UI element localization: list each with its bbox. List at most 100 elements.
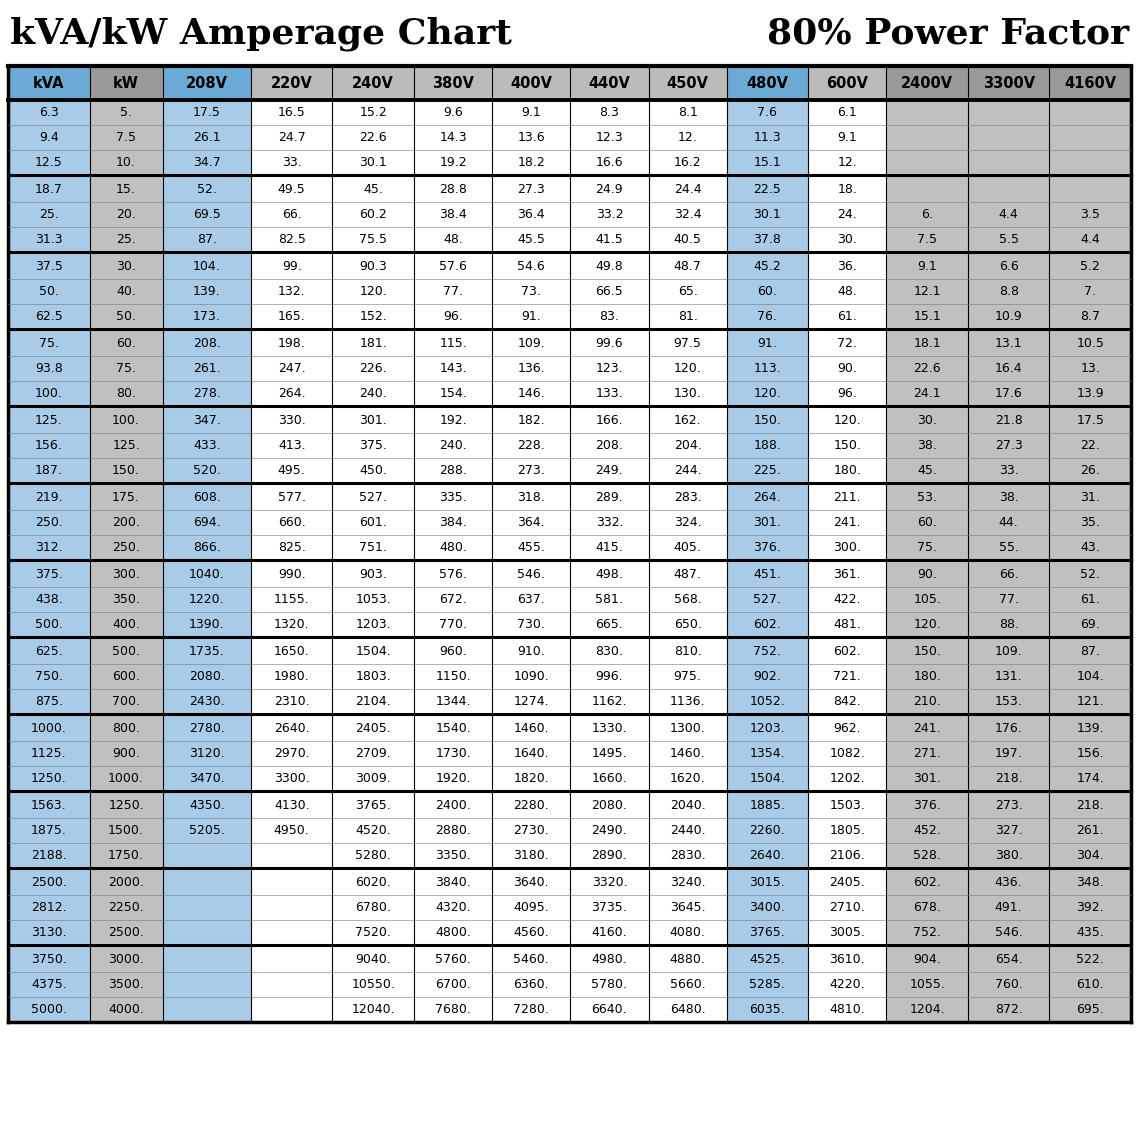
Bar (163, 177, 251, 202)
Text: 16.5: 16.5 (278, 106, 305, 119)
Bar (886, 381, 968, 406)
Text: 104.: 104. (1076, 670, 1104, 683)
Text: 156.: 156. (35, 439, 63, 453)
Bar (492, 100, 571, 125)
Bar (90, 150, 163, 175)
Text: 750.: 750. (35, 670, 63, 683)
Text: 1125.: 1125. (31, 747, 66, 760)
Text: 875.: 875. (35, 695, 63, 708)
Text: 24.: 24. (837, 208, 858, 221)
Bar (968, 664, 1049, 689)
Bar (727, 100, 809, 125)
Text: 12.5: 12.5 (35, 156, 63, 169)
Text: 34.7: 34.7 (192, 156, 221, 169)
Bar (492, 818, 571, 843)
Text: 48.: 48. (837, 285, 858, 298)
Text: 3015.: 3015. (749, 875, 785, 889)
Text: 500.: 500. (112, 645, 140, 658)
Text: 273.: 273. (994, 799, 1023, 812)
Text: 211.: 211. (834, 491, 861, 504)
Text: 2640.: 2640. (273, 722, 310, 735)
Bar (886, 639, 968, 664)
Text: 487.: 487. (673, 568, 702, 581)
Text: 136.: 136. (517, 362, 546, 375)
Bar (886, 587, 968, 612)
Bar (333, 972, 415, 997)
Text: 208.: 208. (192, 337, 221, 350)
Text: 38.4: 38.4 (440, 208, 467, 221)
Text: 10.: 10. (116, 156, 136, 169)
Text: 1820.: 1820. (514, 772, 549, 785)
Bar (415, 381, 492, 406)
Text: 15.2: 15.2 (360, 106, 387, 119)
Text: 451.: 451. (754, 568, 781, 581)
Text: 2405.: 2405. (355, 722, 391, 735)
Text: 271.: 271. (913, 747, 941, 760)
Text: 25.: 25. (116, 233, 136, 246)
Bar (809, 433, 886, 458)
Text: 6780.: 6780. (355, 901, 391, 914)
Bar (492, 843, 571, 868)
Bar (163, 562, 251, 587)
Bar (968, 972, 1049, 997)
Bar (1049, 639, 1131, 664)
Bar (1049, 433, 1131, 458)
Text: 415.: 415. (596, 541, 623, 554)
Bar (333, 716, 415, 741)
Text: 53.: 53. (917, 491, 937, 504)
Text: 24.9: 24.9 (596, 183, 623, 196)
Text: 1274.: 1274. (514, 695, 549, 708)
Text: 249.: 249. (596, 464, 623, 478)
Bar (8, 895, 90, 920)
Bar (1049, 920, 1131, 945)
Bar (648, 766, 727, 791)
Bar (90, 562, 163, 587)
Bar (968, 689, 1049, 714)
Bar (333, 639, 415, 664)
Text: 1735.: 1735. (189, 645, 224, 658)
Text: 7.: 7. (1084, 285, 1096, 298)
Bar (648, 356, 727, 381)
Text: 22.6: 22.6 (913, 362, 941, 375)
Text: 9.6: 9.6 (443, 106, 462, 119)
Text: 520.: 520. (192, 464, 221, 478)
Bar (333, 741, 415, 766)
Text: 1750.: 1750. (108, 849, 144, 862)
Text: 5780.: 5780. (591, 978, 628, 991)
Bar (90, 612, 163, 637)
Text: 500.: 500. (35, 619, 63, 631)
Text: 24.4: 24.4 (674, 183, 702, 196)
Bar (727, 254, 809, 279)
Bar (8, 612, 90, 637)
Bar (163, 100, 251, 125)
Text: 13.6: 13.6 (517, 131, 546, 144)
Bar (90, 792, 163, 818)
Text: 491.: 491. (994, 901, 1023, 914)
Text: 90.: 90. (837, 362, 858, 375)
Bar (415, 920, 492, 945)
Bar (886, 843, 968, 868)
Text: 2106.: 2106. (829, 849, 866, 862)
Text: 4.4: 4.4 (1081, 233, 1100, 246)
Bar (333, 485, 415, 511)
Bar (571, 843, 648, 868)
Bar (886, 536, 968, 561)
Bar (251, 304, 333, 329)
Text: 903.: 903. (360, 568, 387, 581)
Text: 28.8: 28.8 (440, 183, 467, 196)
Bar (1049, 689, 1131, 714)
Bar (415, 177, 492, 202)
Text: 650.: 650. (673, 619, 702, 631)
Text: 3735.: 3735. (591, 901, 628, 914)
Bar (415, 202, 492, 227)
Bar (8, 818, 90, 843)
Text: 1563.: 1563. (31, 799, 66, 812)
Text: 19.2: 19.2 (440, 156, 467, 169)
Text: 75.: 75. (917, 541, 937, 554)
Text: 9040.: 9040. (355, 953, 391, 966)
Bar (492, 66, 571, 100)
Text: 872.: 872. (994, 1003, 1023, 1016)
Text: 438.: 438. (35, 594, 63, 606)
Text: 522.: 522. (1076, 953, 1104, 966)
Bar (886, 870, 968, 895)
